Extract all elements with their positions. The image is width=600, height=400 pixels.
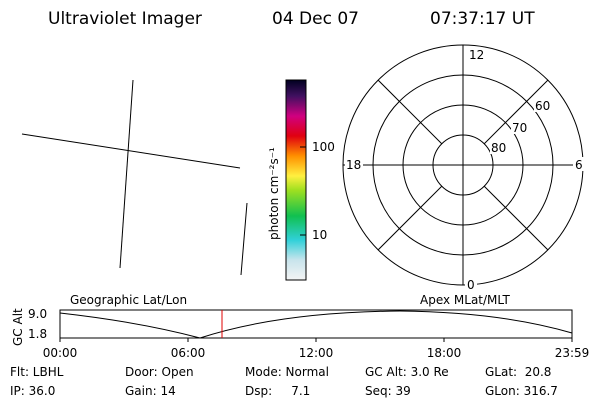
polar-label: 0 <box>467 278 475 292</box>
polar-label: 12 <box>469 48 484 62</box>
time: 07:37:17 UT <box>430 9 535 29</box>
info-field: GLon: 316.7 <box>485 384 558 398</box>
time-label: 06:00 <box>171 346 206 360</box>
info-field: Door: Open <box>125 365 194 379</box>
info-field: IP: 36.0 <box>10 384 55 398</box>
time-label: 00:00 <box>43 346 78 360</box>
circle-label: 80 <box>491 141 506 155</box>
colorbar-tick: 10 <box>312 228 327 242</box>
date: 04 Dec 07 <box>272 9 359 29</box>
title: Ultraviolet Imager <box>48 9 202 29</box>
circle-label: 70 <box>512 121 527 135</box>
time-label: 23:59 <box>555 346 590 360</box>
info-field: Seq: 39 <box>365 384 411 398</box>
colorbar <box>285 79 307 281</box>
strip-title: Geographic Lat/Lon <box>70 293 187 307</box>
polar-grid <box>342 44 584 286</box>
circle-label: 60 <box>535 99 550 113</box>
info-field: Flt: LBHL <box>10 365 64 379</box>
map-grid <box>21 79 248 276</box>
strip-axis-label: GC Alt <box>11 308 25 346</box>
colorbar-tick: 100 <box>312 140 335 154</box>
info-field: Mode: Normal <box>245 365 329 379</box>
strip-y-label: 1.8 <box>28 327 47 341</box>
polar-label: 6 <box>575 158 583 172</box>
time-label: 18:00 <box>427 346 462 360</box>
info-field: Dsp: 7.1 <box>245 384 310 398</box>
time-label: 12:00 <box>299 346 334 360</box>
strip-y-label: 9.0 <box>28 307 47 321</box>
polar-label: 18 <box>346 158 361 172</box>
colorbar-label: photon cm⁻²s⁻¹ <box>267 147 281 240</box>
info-field: GLat: 20.8 <box>485 365 551 379</box>
altitude-curve <box>59 310 573 339</box>
strip-title: Apex MLat/MLT <box>420 293 510 307</box>
info-field: Gain: 14 <box>125 384 176 398</box>
info-field: GC Alt: 3.0 Re <box>365 365 449 379</box>
